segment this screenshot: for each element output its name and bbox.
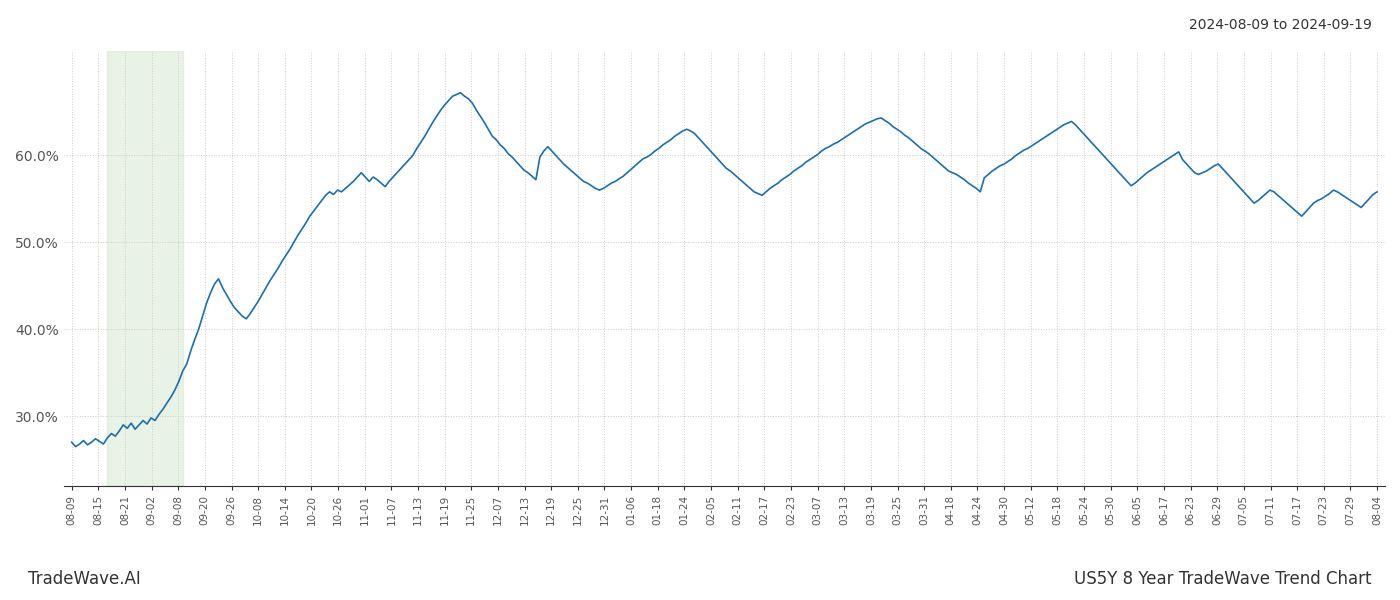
Text: US5Y 8 Year TradeWave Trend Chart: US5Y 8 Year TradeWave Trend Chart (1075, 570, 1372, 588)
Text: 2024-08-09 to 2024-09-19: 2024-08-09 to 2024-09-19 (1189, 18, 1372, 32)
Text: TradeWave.AI: TradeWave.AI (28, 570, 141, 588)
Bar (108, 51, 183, 486)
